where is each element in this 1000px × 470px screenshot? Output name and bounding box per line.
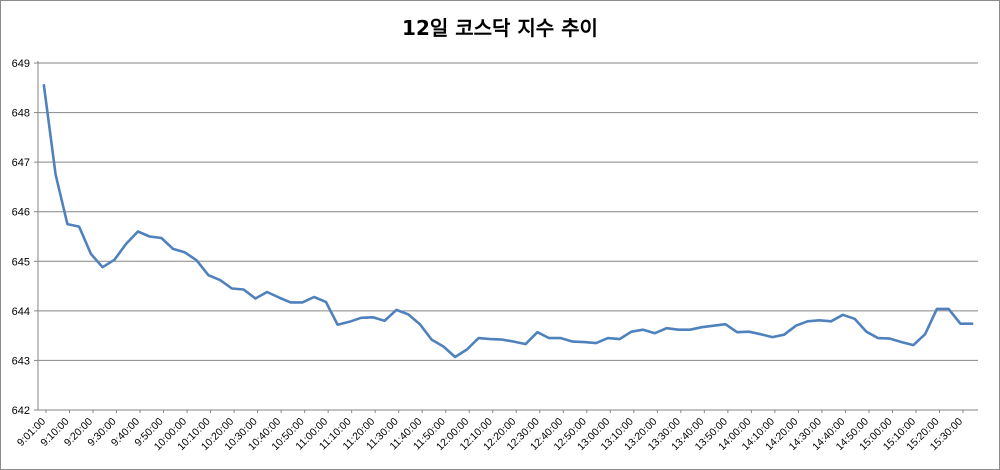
chart-title: 12일 코스닥 지수 추이 [402, 16, 598, 40]
y-tick-label: 648 [12, 108, 30, 120]
y-tick-label: 643 [12, 355, 30, 367]
y-axis: 642 643 644 645 646 647 648 649 [12, 58, 39, 417]
y-tick-label: 646 [12, 207, 30, 219]
series-group [42, 84, 974, 359]
y-tick-label: 642 [12, 405, 30, 417]
y-tick-label: 645 [12, 256, 30, 268]
gridlines [38, 62, 978, 361]
y-tick-label: 647 [12, 157, 30, 169]
y-tick-label: 649 [12, 58, 30, 70]
y-tick-label: 644 [12, 306, 30, 318]
x-axis: 9:01:009:10:009:20:009:30:009:40:009:50:… [15, 409, 978, 453]
series-line [42, 84, 974, 359]
